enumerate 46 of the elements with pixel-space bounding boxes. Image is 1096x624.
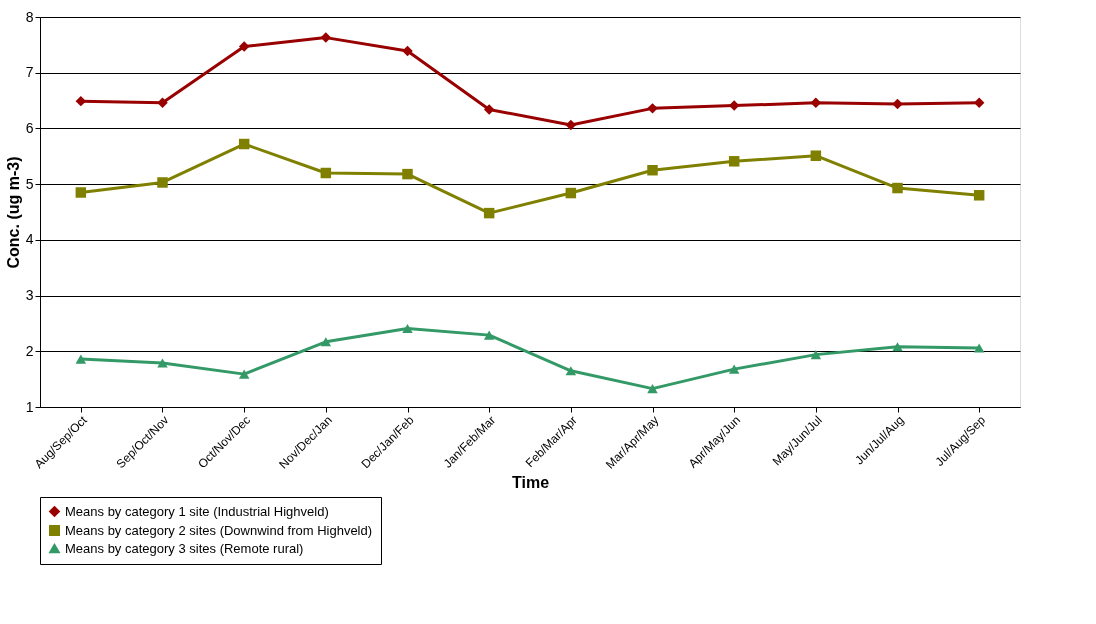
point — [157, 358, 168, 368]
point — [892, 182, 903, 194]
y-tick-label: 1 — [25, 398, 34, 415]
y-tick-label: 2 — [25, 342, 34, 359]
legend-label: Means by category 1 site (Industrial Highveld) — [65, 503, 329, 519]
y-tick-label: 3 — [25, 287, 34, 304]
point — [238, 369, 250, 379]
point — [647, 103, 658, 114]
point — [238, 41, 250, 52]
y-tick-label: 6 — [25, 119, 34, 136]
x-axis-title: Time — [511, 473, 550, 491]
point — [75, 354, 87, 364]
point — [157, 177, 168, 188]
point — [973, 343, 985, 353]
point — [402, 45, 413, 57]
point — [647, 164, 658, 176]
y-axis-title: Conc. (ug m-3) — [4, 156, 22, 269]
point — [320, 167, 332, 179]
point — [810, 350, 822, 360]
point — [728, 156, 740, 167]
point — [810, 150, 822, 161]
point — [892, 98, 903, 110]
point — [238, 138, 250, 150]
point — [320, 32, 332, 43]
point — [75, 187, 87, 198]
point — [483, 104, 495, 115]
point — [320, 337, 332, 347]
y-tick-label: 5 — [25, 175, 34, 192]
point — [402, 168, 413, 180]
point — [973, 190, 985, 201]
point — [565, 119, 577, 131]
y-tick-label: 7 — [25, 64, 34, 81]
point — [157, 97, 168, 109]
point — [565, 187, 577, 199]
y-tick-label: 4 — [25, 231, 34, 248]
point — [728, 364, 740, 374]
point — [402, 323, 413, 333]
point — [483, 330, 495, 340]
point — [565, 366, 577, 376]
point — [647, 384, 658, 394]
point — [483, 207, 495, 219]
legend-label: Means by category 2 sites (Downwind from Highveld) — [65, 522, 373, 538]
point — [892, 342, 903, 352]
y-tick-label: 8 — [25, 8, 34, 25]
legend-label: Means by category 3 sites (Remote rural) — [65, 540, 304, 556]
point — [728, 100, 740, 111]
